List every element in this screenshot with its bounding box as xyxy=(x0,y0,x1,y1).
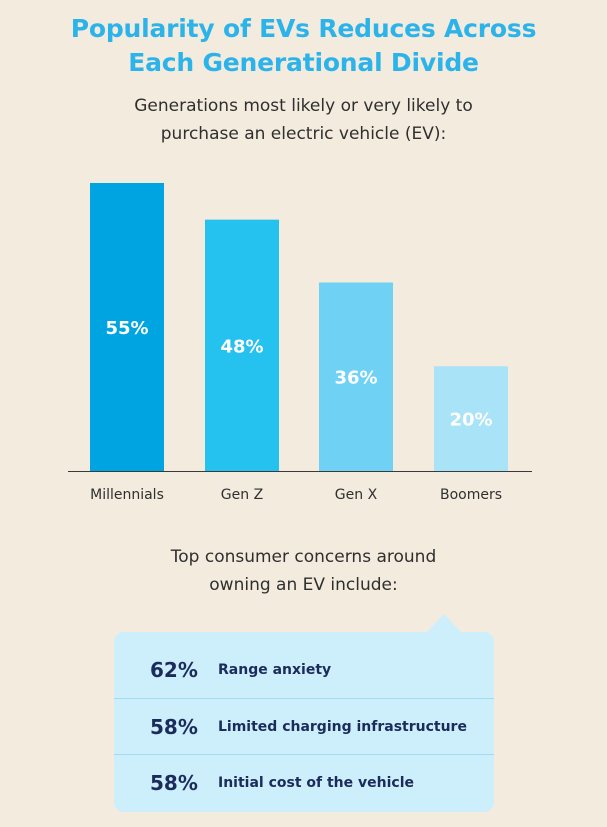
title-line-2: Each Generational Divide xyxy=(128,48,479,77)
bar-value-label: 48% xyxy=(220,336,263,357)
concern-label: Initial cost of the vehicle xyxy=(218,775,414,791)
bar-millennials xyxy=(90,183,164,471)
panel-pointer xyxy=(426,614,462,633)
chart-subtitle: Generations most likely or very likely t… xyxy=(0,92,607,148)
concern-row: 62% Range anxiety xyxy=(114,642,494,698)
concern-row: 58% Initial cost of the vehicle xyxy=(114,754,494,811)
subtitle-line-1: Generations most likely or very likely t… xyxy=(134,96,473,116)
concern-label: Range anxiety xyxy=(218,662,332,678)
category-label: Boomers xyxy=(440,487,502,503)
bar-chart: 55% Millennials 48% Gen Z 36% Gen X 20% Boomers xyxy=(68,183,532,503)
concern-label: Limited charging infrastructure xyxy=(218,719,467,735)
concern-percent: 62% xyxy=(150,658,198,682)
subtitle-line-2: purchase an electric vehicle (EV): xyxy=(160,124,447,144)
concerns-panel: 62% Range anxiety 58% Limited charging i… xyxy=(114,632,494,812)
concerns-heading-line-2: owning an EV include: xyxy=(209,575,398,595)
concern-percent: 58% xyxy=(150,715,198,739)
concern-row: 58% Limited charging infrastructure xyxy=(114,698,494,755)
bar-value-label: 20% xyxy=(449,410,492,431)
category-label: Gen Z xyxy=(221,487,263,503)
title-line-1: Popularity of EVs Reduces Across xyxy=(70,14,537,43)
bar-value-label: 36% xyxy=(334,368,377,389)
bar-gen-z xyxy=(205,219,279,471)
bar-boomers xyxy=(434,366,508,471)
concern-percent: 58% xyxy=(150,771,198,795)
bar-value-label: 55% xyxy=(105,318,148,339)
concerns-heading: Top consumer concerns around owning an E… xyxy=(0,543,607,599)
concerns-heading-line-1: Top consumer concerns around xyxy=(170,547,437,567)
bar-gen-x xyxy=(319,282,393,471)
chart-title: Popularity of EVs Reduces Across Each Ge… xyxy=(0,12,607,80)
category-label: Millennials xyxy=(90,487,164,503)
category-label: Gen X xyxy=(335,487,378,503)
